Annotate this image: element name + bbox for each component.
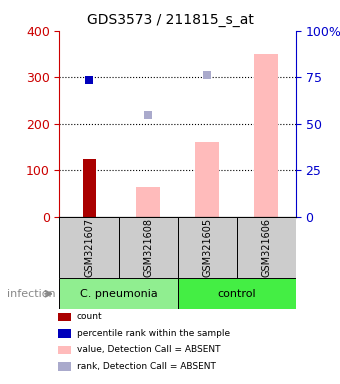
Text: GSM321605: GSM321605 [202, 218, 212, 277]
Text: control: control [217, 289, 256, 299]
Bar [177, 217, 237, 278]
Text: rank, Detection Call = ABSENT: rank, Detection Call = ABSENT [76, 362, 215, 371]
Text: GSM321608: GSM321608 [143, 218, 153, 277]
Bar [83, 159, 96, 217]
Bar [136, 187, 160, 217]
Text: value, Detection Call = ABSENT: value, Detection Call = ABSENT [76, 345, 220, 354]
Text: GDS3573 / 211815_s_at: GDS3573 / 211815_s_at [87, 13, 253, 27]
Bar [119, 217, 177, 278]
Text: infection: infection [7, 289, 55, 299]
Text: GSM321606: GSM321606 [261, 218, 271, 277]
Bar [59, 278, 177, 309]
Text: count: count [76, 312, 102, 321]
Bar [177, 278, 296, 309]
Bar [195, 142, 219, 217]
Text: GSM321607: GSM321607 [84, 218, 94, 277]
Bar [237, 217, 296, 278]
Text: C. pneumonia: C. pneumonia [80, 289, 157, 299]
Text: percentile rank within the sample: percentile rank within the sample [76, 329, 230, 338]
Bar [59, 217, 119, 278]
Bar [254, 54, 278, 217]
